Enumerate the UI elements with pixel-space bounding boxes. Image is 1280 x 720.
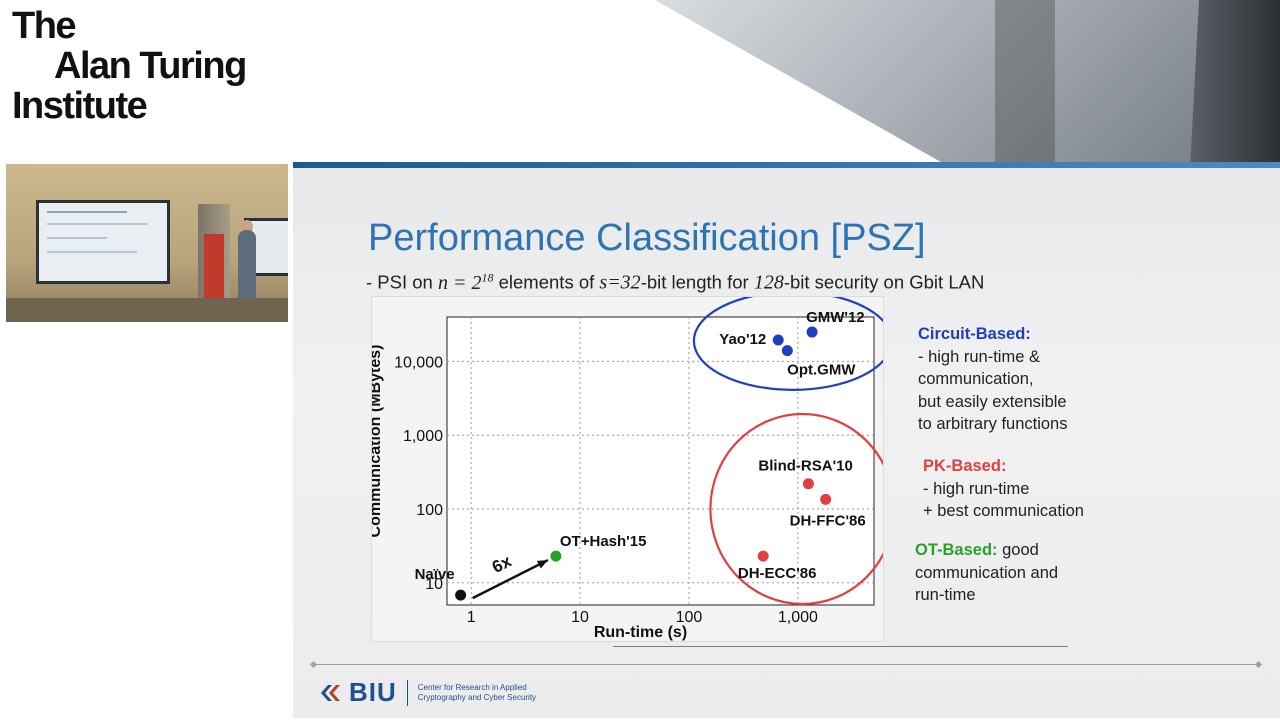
camera-speaker — [238, 230, 256, 300]
circuit-line: - high run-time & — [918, 347, 1040, 366]
logo-line-2: Alan Turing — [54, 45, 247, 87]
logo-line-1: The — [12, 5, 77, 47]
turing-logo: The Alan Turing Institute — [12, 5, 247, 127]
scatter-chart: 1 10 100 1,000 10 100 1,000 10,000 Run-time (s) C… — [372, 297, 883, 641]
background-photo — [655, 0, 1280, 170]
data-point — [781, 345, 793, 357]
slide-top-bar — [293, 162, 1280, 168]
circuit-based-ellipse — [692, 297, 883, 391]
footer-rule-upper — [613, 646, 1068, 647]
speaker-camera-inset — [6, 164, 288, 322]
speedup-arrow-head — [536, 560, 548, 569]
data-point-label: Blind-RSA'10 — [758, 458, 852, 475]
scatter-chart-panel: 1 10 100 1,000 10 100 1,000 10,000 Run-time (s) C… — [371, 296, 884, 642]
speedup-arrow — [472, 558, 549, 600]
logo-line-3: Institute — [12, 85, 148, 127]
data-point — [757, 550, 769, 562]
data-point — [772, 334, 784, 346]
biu-logo: BIU Center for Research in Applied Crypt… — [319, 677, 536, 708]
ot-heading-tail: good — [997, 541, 1039, 559]
data-point — [455, 589, 467, 601]
data-point — [820, 493, 832, 505]
presentation-slide: Performance Classification [PSZ] - PSI o… — [293, 162, 1280, 718]
circuit-line: communication, — [918, 370, 1034, 388]
biu-subtitle: Center for Research in Applied Cryptogra… — [417, 682, 537, 702]
data-point-label: DH-FFC'86 — [790, 512, 866, 529]
data-point — [802, 478, 814, 490]
data-point — [806, 326, 818, 338]
pk-based-heading: PK-Based: — [923, 457, 1007, 475]
biu-logo-text: BIU — [349, 677, 397, 707]
x-axis-label: Run-time (s) — [594, 624, 687, 641]
x-tick-label: 10 — [571, 609, 589, 626]
y-tick-label: 100 — [416, 502, 443, 519]
data-point-label: DH-ECC'86 — [738, 565, 817, 582]
ot-line: communication and — [915, 563, 1059, 582]
circuit-based-note: Circuit-Based: - high run-time & communi… — [918, 323, 1067, 436]
y-axis-label: Communication (MBytes) — [372, 345, 384, 538]
y-tick-label: 10,000 — [394, 354, 443, 371]
data-point — [550, 550, 562, 562]
x-tick-label: 1 — [467, 609, 476, 626]
data-point-label: Opt.GMW — [787, 362, 856, 379]
data-point-label: GMW'12 — [806, 309, 865, 326]
pk-based-ellipse — [709, 412, 883, 606]
y-tick-label: 1,000 — [403, 428, 443, 445]
slide-title: Performance Classification [PSZ] — [368, 217, 926, 259]
ot-based-note: OT-Based: good communication and run-tim… — [915, 539, 1058, 607]
plot-area — [446, 316, 875, 606]
x-tick-label: 1,000 — [778, 609, 818, 626]
biu-mark-icon — [319, 681, 345, 705]
circuit-based-heading: Circuit-Based: — [918, 325, 1031, 343]
camera-projector-screen — [36, 200, 170, 284]
ot-based-heading: OT-Based: — [915, 541, 998, 559]
data-point-label: Naïve — [415, 566, 455, 583]
ot-line: run-time — [915, 586, 976, 604]
pk-line: + best communication — [923, 502, 1084, 520]
circuit-line: but easily extensible — [918, 392, 1067, 411]
data-point-label: OT+Hash'15 — [560, 533, 647, 550]
data-point-label: Yao'12 — [719, 331, 766, 348]
x-tick-label: 100 — [676, 609, 703, 626]
footer-rule — [313, 664, 1260, 665]
pk-based-note: PK-Based: - high run-time + best communi… — [923, 455, 1084, 523]
slide-subtitle: - PSI on n = 218 elements of s=32-bit le… — [366, 270, 985, 294]
circuit-line: to arbitrary functions — [918, 415, 1068, 433]
pk-line: - high run-time — [923, 479, 1030, 498]
y-tick-label: 10 — [425, 576, 443, 593]
